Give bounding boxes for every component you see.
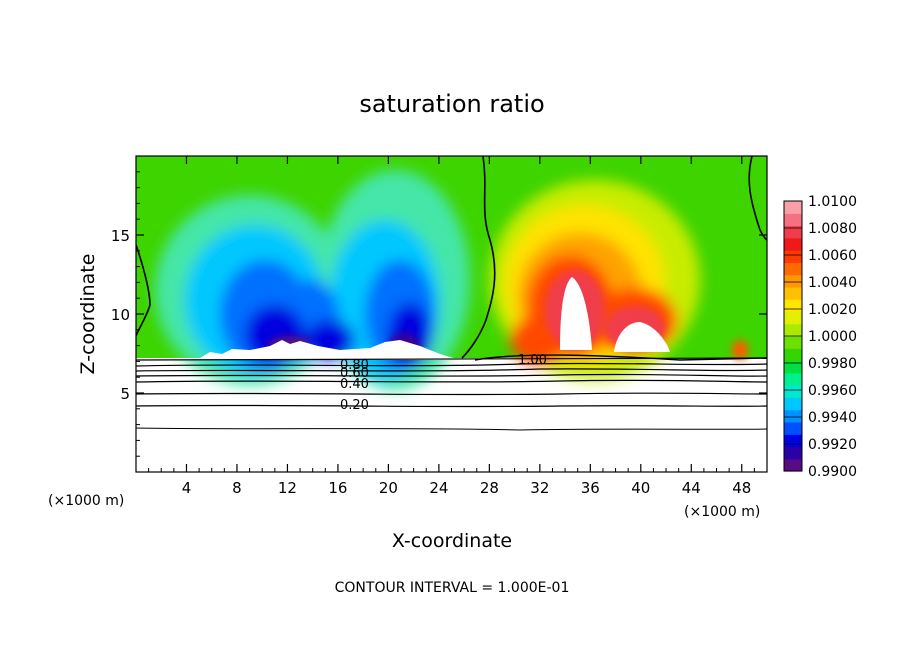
y-axis-label: Z-coordinate	[77, 254, 99, 375]
colorbar-swatch	[784, 409, 802, 423]
colorbar-swatch	[784, 201, 802, 214]
colorbar-label: 1.0100	[808, 194, 857, 210]
colorbar-label: 1.0040	[808, 275, 857, 291]
colorbar-swatch	[784, 458, 802, 472]
x-tick-label: 40	[631, 479, 650, 497]
x-tick-label: 8	[232, 479, 242, 497]
colorbar-swatch	[784, 434, 802, 448]
colorbar-swatch	[784, 274, 802, 288]
plot-area: 0.80 0.60 0.40 0.20 1.00	[136, 156, 767, 472]
colorbar-swatch	[784, 311, 802, 325]
colorbar-swatch	[784, 286, 802, 300]
colorbar-swatch	[784, 397, 802, 411]
colorbar-label: 0.9900	[808, 464, 857, 480]
colorbar: 1.0100 1.0080 1.0060 1.0040 1.0020 1.0000 0.99…	[783, 194, 857, 480]
colorbar-swatch	[784, 262, 802, 276]
contour-interval-note: CONTOUR INTERVAL = 1.000E-01	[335, 580, 570, 596]
colorbar-swatch	[784, 360, 802, 374]
colorbar-swatch	[784, 421, 802, 435]
contour-label: 0.60	[340, 366, 369, 381]
y-tick-label: 5	[120, 385, 130, 403]
colorbar-swatch	[784, 299, 802, 313]
x-tick-label: 28	[480, 479, 499, 497]
y-axis: 5 10 15	[111, 171, 767, 457]
colorbar-label: 0.9960	[808, 383, 857, 399]
contour-labels: 0.80 0.60 0.40 0.20 1.00	[340, 353, 547, 413]
x-tick-label: 12	[278, 479, 297, 497]
x-tick-label: 4	[182, 479, 192, 497]
colorbar-swatch	[784, 348, 802, 362]
chart-title: saturation ratio	[359, 90, 544, 118]
contour-label: 0.80	[340, 358, 369, 373]
x-tick-label: 32	[530, 479, 549, 497]
x-axis: 4 8 12 16 20 24 28 32 36 40 44 48	[148, 156, 755, 497]
colorbar-swatch	[784, 213, 802, 227]
colorbar-label: 0.9980	[808, 356, 857, 372]
x-tick-label: 44	[682, 479, 701, 497]
colorbar-label: 1.0080	[808, 221, 857, 237]
colorbar-label: 1.0020	[808, 302, 857, 318]
colorbar-swatch	[784, 323, 802, 337]
colorbar-swatch	[784, 336, 802, 349]
colorbar-label: 1.0000	[808, 329, 857, 345]
x-axis-label: X-coordinate	[392, 530, 512, 552]
x-unit-left: (×1000 m)	[48, 493, 124, 509]
contour-label: 0.40	[340, 377, 369, 392]
x-tick-label: 36	[581, 479, 600, 497]
x-unit-right: (×1000 m)	[684, 504, 760, 520]
x-tick-label: 16	[328, 479, 347, 497]
contour-label: 1.00	[518, 353, 547, 368]
colorbar-swatch	[784, 225, 802, 239]
colorbar-label: 1.0060	[808, 248, 857, 264]
colorbar-swatch	[784, 237, 802, 251]
colorbar-swatch	[784, 250, 802, 263]
colorbar-swatch	[784, 385, 802, 398]
colorbar-swatch	[784, 446, 802, 460]
y-tick-label: 15	[111, 227, 130, 245]
y-tick-label: 10	[111, 306, 130, 324]
x-tick-label: 48	[732, 479, 751, 497]
contour-label: 0.20	[340, 398, 369, 413]
colorbar-swatch	[784, 372, 802, 386]
x-tick-label: 24	[429, 479, 448, 497]
colorbar-label: 0.9940	[808, 410, 857, 426]
saturation-field	[136, 156, 767, 431]
x-tick-label: 20	[379, 479, 398, 497]
colorbar-label: 0.9920	[808, 437, 857, 453]
